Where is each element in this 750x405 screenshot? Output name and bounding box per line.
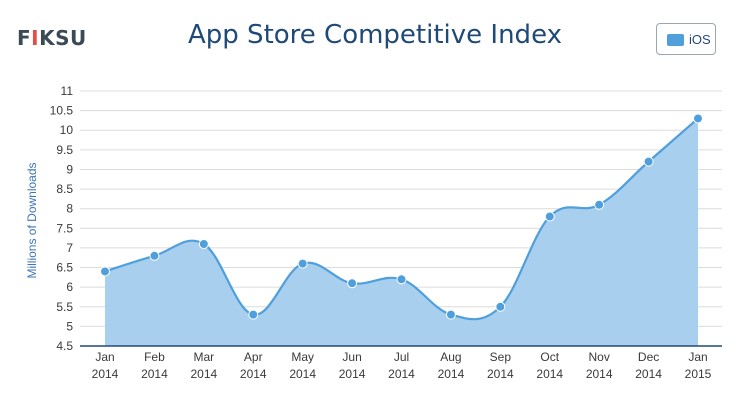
logo-f: F: [17, 26, 32, 50]
data-point: [198, 239, 209, 249]
x-tick-label-year: 2014: [586, 367, 613, 381]
x-tick-label-year: 2014: [339, 367, 366, 381]
y-tick-label: 10.5: [50, 104, 74, 118]
data-point: [594, 199, 605, 210]
x-tick-label-month: Dec: [638, 350, 659, 364]
x-tick-label-month: Jun: [342, 350, 361, 364]
x-tick-label-year: 2015: [685, 367, 712, 381]
x-tick-label-year: 2014: [536, 367, 563, 381]
x-tick-label-month: Nov: [588, 350, 609, 364]
fiksu-logo: FIKSU: [17, 26, 87, 50]
x-tick-label-year: 2014: [388, 367, 415, 381]
x-tick-label-year: 2014: [487, 367, 514, 381]
y-tick-label: 7.5: [56, 221, 73, 235]
x-tick-label-month: Jan: [688, 350, 707, 364]
logo-i: I: [31, 26, 40, 50]
data-point: [544, 211, 555, 222]
x-tick-label-month: Feb: [144, 350, 165, 364]
x-tick-label-month: Jan: [95, 350, 114, 364]
x-tick-label-year: 2014: [289, 367, 316, 381]
logo-ksu: KSU: [39, 26, 87, 50]
y-tick-label: 4.5: [56, 339, 73, 353]
chart-title: App Store Competitive Index: [188, 20, 562, 50]
x-tick-label-month: Mar: [193, 350, 214, 364]
legend-label-ios: iOS: [689, 32, 711, 47]
y-axis-label: Millions of Downloads: [25, 162, 39, 278]
y-tick-label: 6.5: [56, 261, 73, 275]
data-point: [347, 278, 358, 289]
data-point: [297, 258, 308, 269]
legend-swatch-ios: [667, 34, 684, 46]
y-tick-label: 7: [66, 241, 73, 255]
y-tick-label: 8: [66, 202, 73, 216]
x-tick-label-year: 2014: [92, 367, 119, 381]
x-tick-label-month: Sep: [490, 350, 512, 364]
data-point: [248, 309, 259, 320]
x-tick-label-month: Apr: [244, 350, 263, 364]
data-point: [149, 250, 160, 261]
y-tick-label: 6: [66, 280, 73, 294]
data-point: [445, 309, 456, 320]
y-tick-label: 10: [60, 123, 74, 137]
data-point: [396, 274, 407, 285]
data-point: [643, 156, 654, 167]
data-point: [693, 113, 703, 124]
x-tick-label-year: 2014: [141, 367, 168, 381]
y-tick-label: 9: [66, 162, 73, 176]
x-tick-label-month: Oct: [540, 350, 559, 364]
x-tick-label-year: 2014: [635, 367, 662, 381]
y-tick-label: 5: [66, 319, 73, 333]
x-tick-label-year: 2014: [190, 367, 217, 381]
legend: iOS: [656, 23, 716, 55]
y-tick-label: 8.5: [56, 182, 73, 196]
x-tick-label-year: 2014: [240, 367, 267, 381]
x-tick-label-month: May: [291, 350, 314, 364]
x-tick-label-month: Jul: [394, 350, 409, 364]
y-tick-label: 11: [61, 84, 74, 98]
series-area-ios: [105, 118, 698, 346]
x-tick-label-month: Aug: [440, 350, 461, 364]
x-tick-label-year: 2014: [438, 367, 465, 381]
data-point: [495, 301, 506, 312]
y-tick-label: 9.5: [56, 143, 73, 157]
data-point: [100, 266, 110, 277]
y-tick-label: 5.5: [56, 300, 73, 314]
